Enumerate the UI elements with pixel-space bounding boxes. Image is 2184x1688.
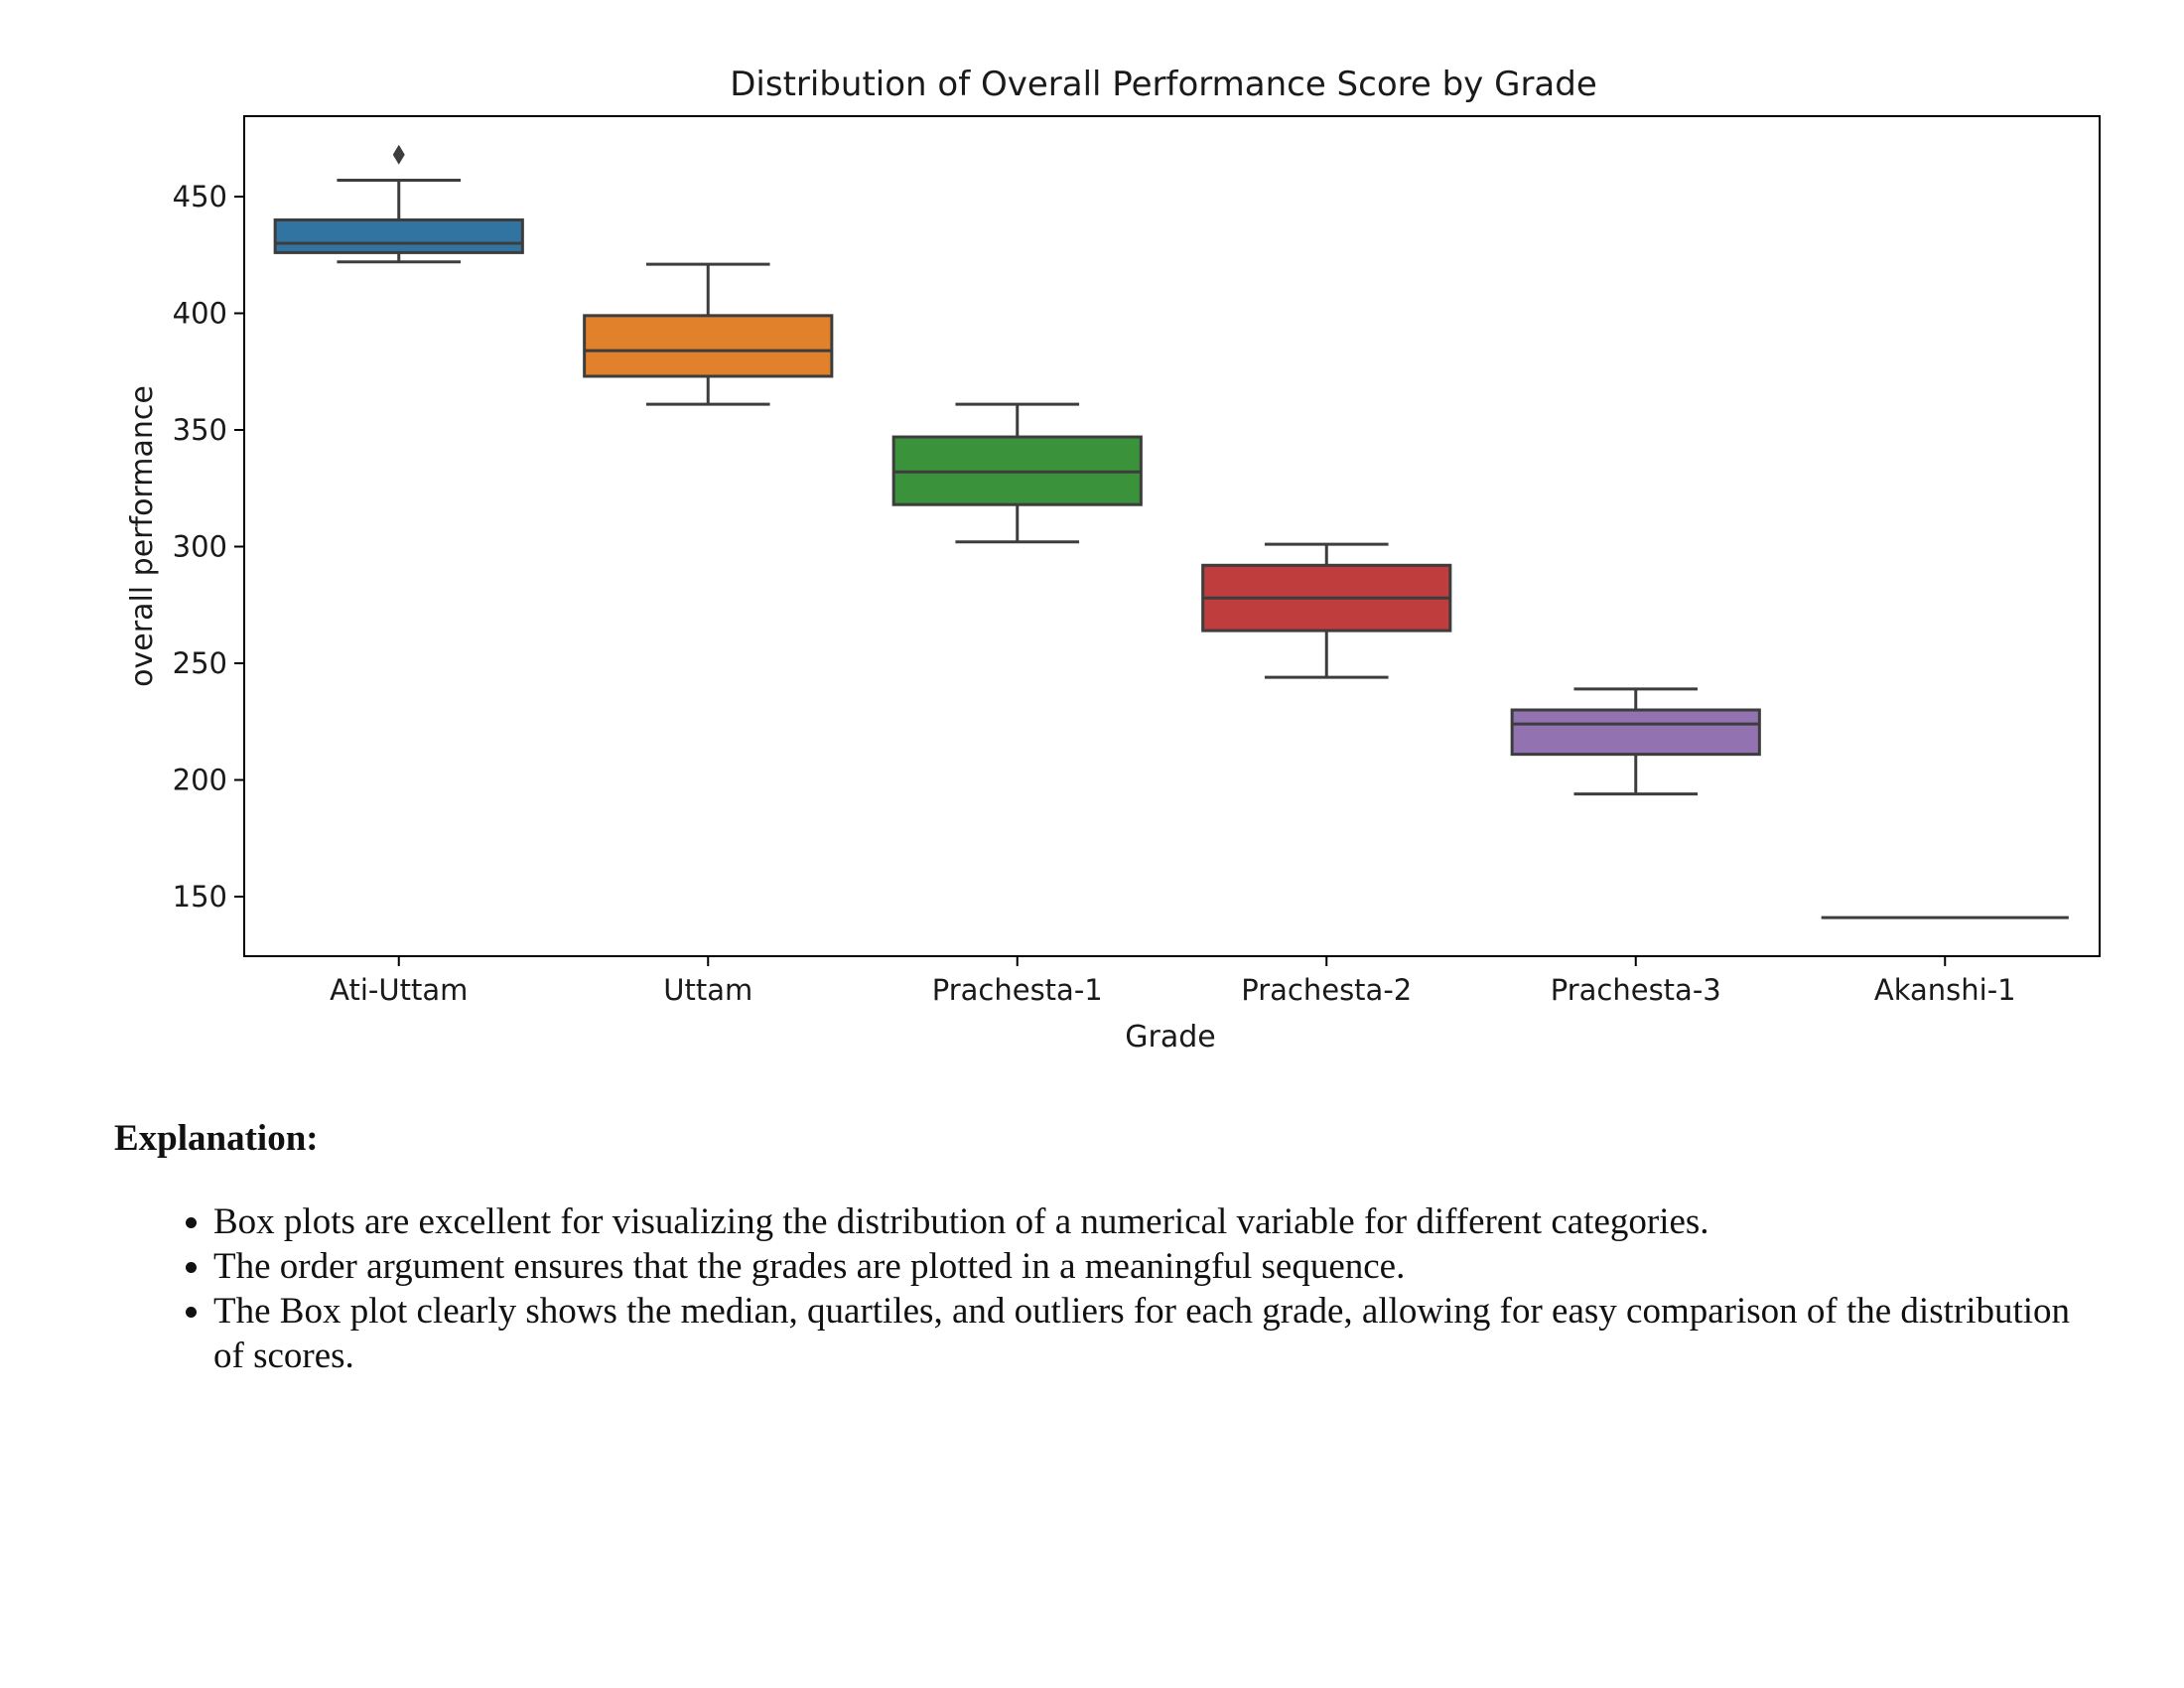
box-prachesta-1: [891, 402, 1143, 544]
x-tick-label: Akanshi-1: [1874, 973, 2016, 1007]
y-tick-label: 150: [173, 880, 227, 914]
x-tick-label: Uttam: [663, 973, 752, 1007]
explanation-bullet: Box plots are excellent for visualizing …: [213, 1199, 2100, 1244]
y-axis: 150 200 250 300 350 400 450: [173, 180, 244, 914]
box-prachesta-2: [1201, 542, 1452, 679]
explanation-heading: Explanation:: [114, 1118, 319, 1159]
x-tick-label: Prachesta-3: [1551, 973, 1721, 1007]
chart-title: Distribution of Overall Performance Scor…: [730, 65, 1597, 104]
x-tick-label: Prachesta-2: [1241, 973, 1412, 1007]
box-series: [273, 144, 2069, 919]
y-tick-label: 200: [173, 764, 227, 797]
box-plot-chart: Distribution of Overall Performance Scor…: [125, 65, 2101, 1055]
box-uttam: [583, 262, 834, 406]
y-tick-label: 350: [173, 413, 227, 447]
y-tick-label: 400: [173, 297, 227, 331]
y-tick-label: 300: [173, 530, 227, 564]
x-axis-label: Grade: [1125, 1020, 1215, 1055]
box-prachesta-3: [1510, 687, 1761, 796]
explanation-bullet: The Box plot clearly shows the median, q…: [213, 1289, 2100, 1378]
plot-area-frame: [243, 115, 2101, 957]
outlier-marker: [392, 144, 405, 165]
explanation-section: Explanation: Box plots are excellent for…: [114, 1117, 2100, 1378]
iqr-box: [1510, 708, 1761, 757]
iqr-box: [273, 218, 524, 254]
iqr-box: [583, 314, 834, 378]
y-tick-label: 450: [173, 180, 227, 213]
y-tick-label: 250: [173, 646, 227, 680]
x-tick-label: Prachesta-1: [932, 973, 1103, 1007]
explanation-bullet: The order argument ensures that the grad…: [213, 1244, 2100, 1289]
box-ati-uttam: [273, 144, 524, 264]
x-axis: Ati-Uttam Uttam Prachesta-1 Prachesta-2 Prac…: [330, 956, 2016, 1007]
x-tick-label: Ati-Uttam: [330, 973, 468, 1007]
y-axis-label: overall performance: [125, 385, 160, 687]
explanation-list: Box plots are excellent for visualizing …: [114, 1199, 2100, 1378]
